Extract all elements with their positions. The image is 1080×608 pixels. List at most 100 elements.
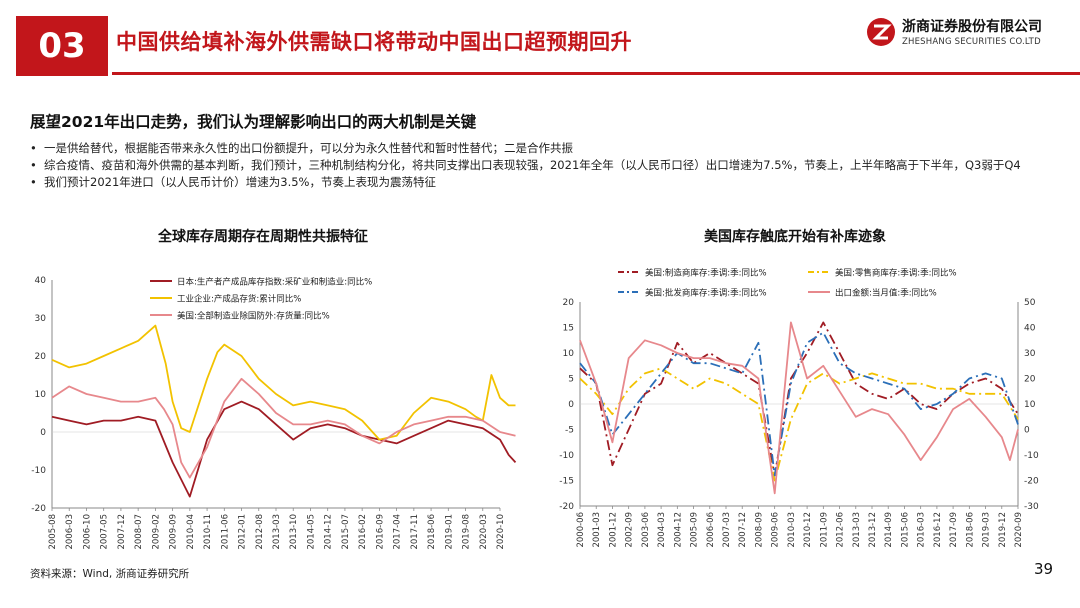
x-tick-label: 2018-06 xyxy=(427,514,437,550)
bullet-item: 综合疫情、疫苗和海外供需的基本判断，我们预计，三种机制结构分化，将共同支撑出口表… xyxy=(30,157,1060,174)
chart-right: 20151050-5-10-15-2050403020100-10-20-302… xyxy=(559,268,1039,548)
x-tick-label: 2016-12 xyxy=(933,512,943,548)
x-tick-label: 2017-04 xyxy=(393,514,403,550)
x-tick-label: 2016-09 xyxy=(375,514,385,550)
x-tick-label: 2012-08 xyxy=(255,514,265,550)
x-tick-label: 2012-06 xyxy=(836,512,846,548)
x-tick-label: 2010-03 xyxy=(787,512,797,548)
series-line-3 xyxy=(51,377,516,479)
x-tick-label: 2020-09 xyxy=(1014,512,1024,548)
x-tick-label: 2017-11 xyxy=(410,514,420,550)
company-logo: 浙商证券股份有限公司 ZHESHANG SECURITIES CO.LTD xyxy=(866,16,1066,56)
x-tick-label: 2009-09 xyxy=(169,514,179,550)
x-tick-label: 2018-06 xyxy=(965,512,975,548)
y2-tick-label: -10 xyxy=(1024,451,1039,461)
legend-label: 出口金额:当月值:季:同比% xyxy=(835,288,937,299)
x-tick-label: 2014-12 xyxy=(324,514,334,550)
y-tick-label: -15 xyxy=(559,477,574,487)
x-tick-label: 2007-03 xyxy=(722,512,732,548)
x-tick-label: 2014-05 xyxy=(306,514,316,550)
x-tick-label: 2017-09 xyxy=(949,512,959,548)
x-tick-label: 2015-07 xyxy=(341,514,351,550)
y-tick-label: 30 xyxy=(35,314,47,324)
title-rule xyxy=(112,72,1080,75)
bullet-item: 我们预计2021年进口（以人民币计价）增速为3.5%，节奏上表现为震荡特征 xyxy=(30,174,1060,191)
y-tick-label: -10 xyxy=(31,466,46,476)
x-tick-label: 2016-02 xyxy=(358,514,368,550)
x-tick-label: 2001-03 xyxy=(592,512,602,548)
page-title: 中国供给填补海外供需缺口将带动中国出口超预期回升 xyxy=(116,30,632,54)
x-tick-label: 2008-09 xyxy=(754,512,764,548)
x-tick-label: 2002-09 xyxy=(625,512,635,548)
y-tick-label: 10 xyxy=(563,349,575,359)
y2-tick-label: -30 xyxy=(1024,502,1039,512)
legend-label: 美国:零售商库存:季调:季:同比% xyxy=(835,268,957,279)
x-tick-label: 2011-09 xyxy=(819,512,829,548)
zheshang-logo-icon xyxy=(867,18,895,46)
y2-tick-label: 20 xyxy=(1024,375,1036,385)
chart-left-title: 全球库存周期存在周期性共振特征 xyxy=(158,229,368,245)
y-tick-label: 20 xyxy=(35,352,47,362)
x-tick-label: 2019-01 xyxy=(444,514,454,550)
x-tick-label: 2008-07 xyxy=(134,514,144,550)
x-tick-label: 2009-06 xyxy=(771,512,781,548)
series-line-1 xyxy=(51,400,517,498)
legend-label: 美国:制造商库存:季调:季:同比% xyxy=(645,268,767,279)
x-tick-label: 2010-12 xyxy=(803,512,813,548)
y-tick-label: -20 xyxy=(559,502,574,512)
bullet-item: 一是供给替代，根据能否带来永久性的出口份额提升，可以分为永久性替代和暂时性替代；… xyxy=(30,140,1060,157)
x-tick-label: 2007-12 xyxy=(738,512,748,548)
x-tick-label: 2019-08 xyxy=(462,514,472,550)
y-tick-label: 20 xyxy=(563,298,575,308)
x-tick-label: 2019-03 xyxy=(982,512,992,548)
y-tick-label: 40 xyxy=(35,276,47,286)
source-note: 资料来源：Wind, 浙商证券研究所 xyxy=(30,568,190,580)
x-tick-label: 2010-04 xyxy=(186,514,196,550)
series-line-4 xyxy=(579,321,1019,495)
y-tick-label: -20 xyxy=(31,504,46,514)
x-tick-label: 2004-12 xyxy=(673,512,683,548)
x-tick-label: 2000-06 xyxy=(576,512,586,548)
x-tick-label: 2016-03 xyxy=(917,512,927,548)
series-line-2 xyxy=(51,324,516,441)
series-line-2 xyxy=(579,367,1019,482)
x-tick-label: 2006-03 xyxy=(65,514,75,550)
y2-tick-label: 50 xyxy=(1024,298,1036,308)
x-tick-label: 2015-06 xyxy=(900,512,910,548)
x-tick-label: 2012-01 xyxy=(238,514,248,550)
x-tick-label: 2006-10 xyxy=(82,514,92,550)
chart-right-title: 美国库存触底开始有补库迹象 xyxy=(704,229,886,245)
x-tick-label: 2007-12 xyxy=(117,514,127,550)
x-tick-label: 2019-12 xyxy=(998,512,1008,548)
y-tick-label: 0 xyxy=(40,428,46,438)
y-tick-label: 0 xyxy=(568,400,574,410)
x-tick-label: 2005-09 xyxy=(690,512,700,548)
x-tick-label: 2006-06 xyxy=(706,512,716,548)
series-line-3 xyxy=(579,331,1019,477)
x-tick-label: 2013-03 xyxy=(852,512,862,548)
y2-tick-label: 30 xyxy=(1024,349,1036,359)
x-tick-label: 2014-09 xyxy=(884,512,894,548)
legend-label: 美国:全部制造业除国防外:存货量:同比% xyxy=(177,311,330,322)
x-tick-label: 2010-11 xyxy=(203,514,213,550)
section-number: 03 xyxy=(16,16,108,76)
x-tick-label: 2013-10 xyxy=(289,514,299,550)
x-tick-label: 2020-10 xyxy=(496,514,506,550)
legend-label: 日本:生产者产成品库存指数:采矿业和制造业:同比% xyxy=(177,277,372,288)
y2-tick-label: -20 xyxy=(1024,477,1039,487)
x-tick-label: 2013-03 xyxy=(272,514,282,550)
x-tick-label: 2011-06 xyxy=(220,514,230,550)
y-tick-label: 15 xyxy=(563,324,574,334)
legend-label: 美国:批发商库存:季调:季:同比% xyxy=(645,288,767,299)
y-tick-label: -10 xyxy=(559,451,574,461)
logo-english-name: ZHESHANG SECURITIES CO.LTD xyxy=(902,37,1041,47)
y-tick-label: 5 xyxy=(568,375,574,385)
x-tick-label: 2020-03 xyxy=(479,514,489,550)
y2-tick-label: 10 xyxy=(1024,400,1036,410)
x-tick-label: 2009-02 xyxy=(151,514,161,550)
y-tick-label: -5 xyxy=(565,426,574,436)
y2-tick-label: 0 xyxy=(1024,426,1030,436)
section-heading: 展望2021年出口走势，我们认为理解影响出口的两大机制是关键 xyxy=(30,113,477,131)
x-tick-label: 2004-03 xyxy=(657,512,667,548)
